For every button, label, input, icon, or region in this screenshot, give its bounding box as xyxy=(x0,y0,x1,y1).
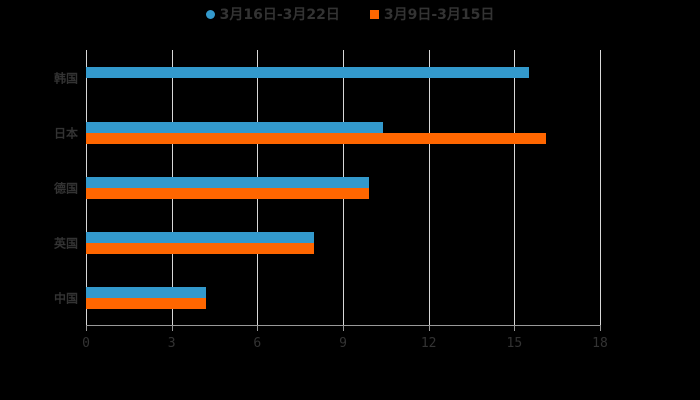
bar[interactable] xyxy=(86,187,369,199)
x-tick-label: 6 xyxy=(253,336,262,351)
y-tick-label: 日本 xyxy=(53,126,78,140)
x-tick xyxy=(600,325,601,331)
x-tick-label: 0 xyxy=(82,336,90,351)
x-tick-label: 12 xyxy=(420,336,437,351)
bar[interactable] xyxy=(86,132,546,144)
x-axis-line xyxy=(86,325,601,326)
square-icon xyxy=(369,9,379,19)
x-tick xyxy=(428,325,430,331)
x-tick xyxy=(257,325,259,331)
bar[interactable] xyxy=(86,242,315,254)
x-tick xyxy=(514,325,516,331)
legend: 3月16日-3月22日 3月9日-3月15日 xyxy=(0,4,700,24)
x-tick xyxy=(86,325,87,331)
bar[interactable] xyxy=(86,66,529,78)
x-tick xyxy=(343,325,344,331)
bar[interactable] xyxy=(86,176,369,188)
legend-label: 3月16日-3月22日 xyxy=(219,7,340,23)
bar[interactable] xyxy=(86,297,206,309)
y-tick-label: 德国 xyxy=(53,181,78,195)
x-tick-label: 15 xyxy=(506,336,523,351)
bar[interactable] xyxy=(86,121,383,133)
legend-item-series-2[interactable]: 3月9日-3月15日 xyxy=(369,4,495,24)
legend-item-series-1[interactable]: 3月16日-3月22日 xyxy=(205,4,340,24)
y-tick-label: 中国 xyxy=(53,291,78,305)
circle-icon xyxy=(205,9,215,19)
x-tick-label: 18 xyxy=(592,336,608,351)
x-tick-label: 9 xyxy=(339,336,347,351)
x-tick-label: 3 xyxy=(167,336,176,351)
y-tick-label: 韩国 xyxy=(53,71,78,85)
x-tick xyxy=(171,325,173,331)
legend-label: 3月9日-3月15日 xyxy=(383,7,495,23)
bar[interactable] xyxy=(86,231,315,243)
y-tick-label: 英国 xyxy=(53,236,78,250)
gridline xyxy=(428,50,430,325)
bar[interactable] xyxy=(86,286,206,298)
gridline xyxy=(600,50,601,325)
gridline xyxy=(514,50,516,325)
